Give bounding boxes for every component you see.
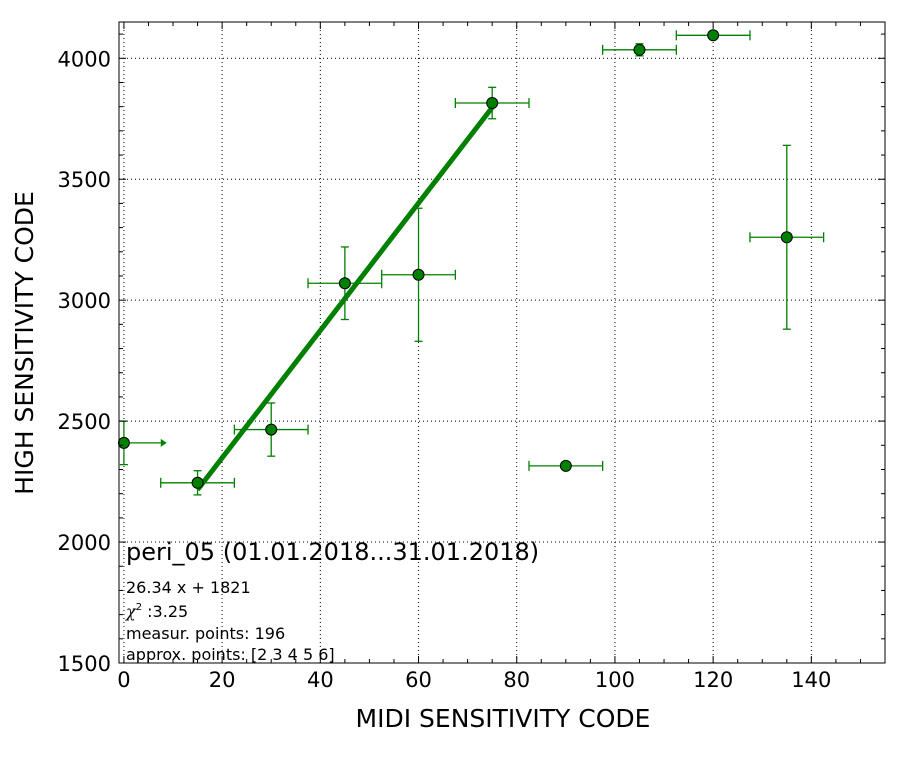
tick-labels: 0 20 40 60 80 100 120 140 1500 2000 2500 3000 3500 40… bbox=[58, 47, 832, 692]
data-point bbox=[780, 231, 793, 244]
data-point-group bbox=[160, 470, 236, 496]
y-tick-label: 4000 bbox=[58, 47, 111, 71]
data-point bbox=[117, 436, 130, 449]
data-point bbox=[633, 43, 646, 56]
y-axis-label: HIGH SENSITIVITY CODE bbox=[10, 191, 39, 495]
y-tick-label: 1500 bbox=[58, 652, 111, 676]
fit-equation: 26.34 x + 1821 bbox=[126, 578, 251, 597]
plot-frame bbox=[118, 21, 886, 664]
y-tick-label: 3000 bbox=[58, 289, 111, 313]
x-tick-label: 100 bbox=[595, 668, 635, 692]
chart-title: peri_05 (01.01.2018...31.01.2018) bbox=[126, 538, 539, 566]
data-point bbox=[191, 476, 204, 489]
x-tick-label: 40 bbox=[307, 668, 334, 692]
x-tick-label: 20 bbox=[209, 668, 236, 692]
x-error-arrow bbox=[160, 438, 167, 447]
x-tick-label: 80 bbox=[503, 668, 530, 692]
points-layer bbox=[117, 29, 825, 496]
chi2-superscript: 2 bbox=[136, 602, 142, 613]
chi2-symbol: χ bbox=[125, 602, 137, 621]
ticks bbox=[119, 22, 886, 664]
data-point bbox=[338, 277, 351, 290]
y-tick-label: 2000 bbox=[58, 531, 111, 555]
chi2-annotation: χ2 :3.25 bbox=[125, 602, 188, 621]
data-point bbox=[265, 423, 278, 436]
data-point-group bbox=[675, 29, 751, 42]
data-point-group bbox=[749, 144, 825, 330]
x-axis-label: MIDI SENSITIVITY CODE bbox=[356, 704, 651, 733]
chi2-value: :3.25 bbox=[142, 602, 188, 621]
approx-points: approx. points: [2 3 4 5 6] bbox=[126, 645, 335, 664]
data-point bbox=[707, 29, 720, 42]
x-tick-label: 140 bbox=[791, 668, 831, 692]
data-point-group bbox=[602, 43, 677, 57]
y-tick-label: 2500 bbox=[58, 410, 111, 434]
data-point-group bbox=[454, 86, 530, 120]
measur-points: measur. points: 196 bbox=[126, 624, 285, 643]
data-point-group bbox=[233, 402, 309, 457]
data-point-group bbox=[307, 246, 383, 321]
data-point-group bbox=[381, 207, 457, 342]
grid bbox=[119, 22, 885, 664]
data-point-group bbox=[528, 459, 604, 472]
x-tick-label: 60 bbox=[405, 668, 432, 692]
data-point bbox=[486, 97, 499, 110]
y-tick-label: 3500 bbox=[58, 168, 111, 192]
data-point bbox=[412, 268, 425, 281]
data-point bbox=[559, 459, 572, 472]
x-tick-label: 120 bbox=[693, 668, 733, 692]
data-point-group bbox=[117, 420, 167, 466]
x-tick-label: 0 bbox=[117, 668, 130, 692]
